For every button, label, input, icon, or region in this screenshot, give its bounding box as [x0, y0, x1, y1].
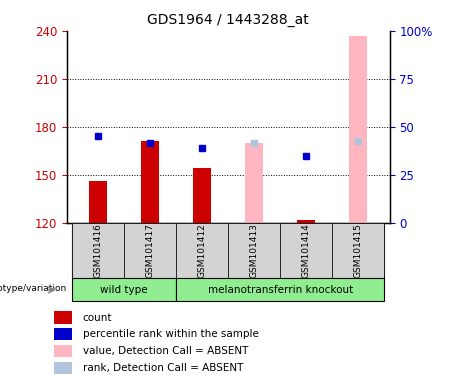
Bar — [297, 220, 315, 223]
Bar — [228, 223, 280, 278]
Text: genotype/variation: genotype/variation — [0, 284, 66, 293]
Text: GSM101416: GSM101416 — [94, 223, 103, 278]
Bar — [124, 223, 176, 278]
Text: GSM101414: GSM101414 — [302, 223, 311, 278]
Text: value, Detection Call = ABSENT: value, Detection Call = ABSENT — [83, 346, 248, 356]
Bar — [72, 278, 176, 301]
Text: count: count — [83, 313, 112, 323]
Text: rank, Detection Call = ABSENT: rank, Detection Call = ABSENT — [83, 363, 243, 373]
Text: GSM101415: GSM101415 — [354, 223, 363, 278]
Bar — [332, 223, 384, 278]
Bar — [54, 345, 72, 357]
Bar — [54, 328, 72, 340]
Text: GSM101417: GSM101417 — [146, 223, 154, 278]
Text: melanotransferrin knockout: melanotransferrin knockout — [207, 285, 353, 295]
Bar — [280, 223, 332, 278]
Bar — [193, 168, 211, 223]
Bar — [54, 362, 72, 374]
Bar — [54, 311, 72, 324]
Title: GDS1964 / 1443288_at: GDS1964 / 1443288_at — [148, 13, 309, 27]
Bar — [72, 223, 124, 278]
Text: GSM101413: GSM101413 — [250, 223, 259, 278]
Bar — [141, 141, 159, 223]
Bar — [176, 223, 228, 278]
Bar — [89, 181, 107, 223]
Bar — [176, 278, 384, 301]
Bar — [245, 143, 263, 223]
Text: wild type: wild type — [100, 285, 148, 295]
Text: GSM101412: GSM101412 — [198, 223, 207, 278]
Bar — [349, 36, 367, 223]
Text: percentile rank within the sample: percentile rank within the sample — [83, 329, 259, 339]
